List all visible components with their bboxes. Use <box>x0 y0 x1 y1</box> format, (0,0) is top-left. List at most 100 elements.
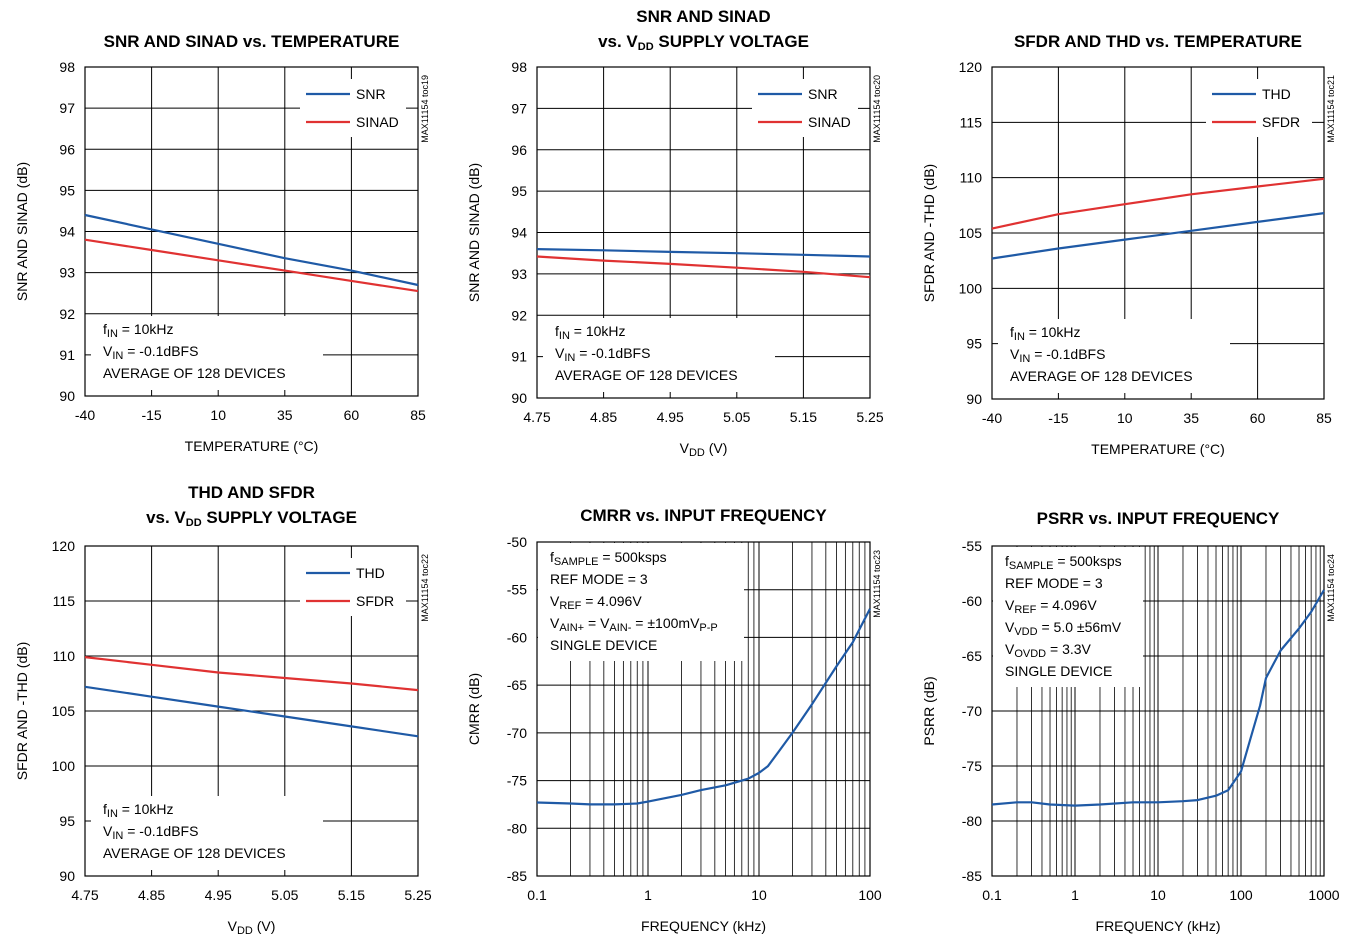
x-tick-label: -40 <box>75 407 95 423</box>
y-tick-label: 115 <box>53 593 76 609</box>
text-segment: = -0.1dBFS <box>575 345 650 361</box>
y-tick-label: 96 <box>59 141 75 157</box>
text-segment: AVERAGE OF 128 DEVICES <box>1010 368 1193 384</box>
text-segment: = 4.096V <box>581 593 642 609</box>
text-segment: SINGLE DEVICE <box>550 637 657 653</box>
text-segment: = ±100mV <box>631 615 700 631</box>
text-segment: CMRR vs. INPUT FREQUENCY <box>580 506 827 525</box>
subscript: IN <box>112 350 123 362</box>
y-tick-label: 95 <box>966 336 982 352</box>
chart-psrr-vs-frequency: PSRR vs. INPUT FREQUENCY fSAMPLE = 500ksp… <box>921 509 1340 934</box>
annotation-line: VIN = -0.1dBFS <box>103 343 198 362</box>
y-tick-label: -55 <box>507 582 527 598</box>
x-tick-label: 5.25 <box>856 409 883 425</box>
legend-box <box>300 79 406 137</box>
text-segment: vs. V <box>146 508 186 527</box>
x-axis-label: FREQUENCY (kHz) <box>641 918 766 934</box>
legend-label: SINAD <box>808 114 851 130</box>
text-segment: V <box>680 440 690 456</box>
x-tick-label: -15 <box>1048 410 1068 426</box>
annotation-box <box>993 547 1143 687</box>
subscript: IN <box>1019 353 1030 365</box>
y-tick-label: 97 <box>59 100 75 116</box>
text-segment: V <box>228 918 238 934</box>
chart-title: SNR AND SINAD <box>636 7 770 26</box>
y-tick-label: 100 <box>52 758 76 774</box>
y-tick-label: -60 <box>962 593 982 609</box>
text-segment: SFDR AND THD vs. TEMPERATURE <box>1014 32 1302 51</box>
y-axis-label: CMRR (dB) <box>466 673 482 745</box>
legend-label: SNR <box>356 86 386 102</box>
series-line-thd <box>84 685 419 738</box>
y-tick-label: -85 <box>962 868 982 884</box>
annotation-line: VIN = -0.1dBFS <box>1010 346 1105 365</box>
annotation-line: fIN = 10kHz <box>103 801 174 820</box>
text-segment: = 10kHz <box>118 321 174 337</box>
text-segment: SUPPLY VOLTAGE <box>654 32 809 51</box>
chart-title: CMRR vs. INPUT FREQUENCY <box>580 506 827 525</box>
text-segment: V <box>555 345 565 361</box>
x-tick-label: 5.15 <box>790 409 817 425</box>
text-segment: V <box>1010 346 1020 362</box>
text-segment: AVERAGE OF 128 DEVICES <box>103 365 286 381</box>
x-tick-label: 5.05 <box>723 409 750 425</box>
legend-box <box>1206 79 1312 137</box>
text-segment: = 5.0 ±56mV <box>1038 619 1122 635</box>
text-segment: PSRR vs. INPUT FREQUENCY <box>1037 509 1280 528</box>
y-tick-label: 97 <box>511 100 527 116</box>
x-tick-label: 10 <box>210 407 226 423</box>
subscript: REF <box>1014 604 1036 616</box>
text-segment: V <box>550 593 560 609</box>
y-tick-label: -65 <box>507 677 527 693</box>
y-tick-label: -80 <box>507 820 527 836</box>
y-tick-label: 91 <box>511 349 527 365</box>
subscript: DD <box>186 517 202 529</box>
x-tick-label: 10 <box>1117 410 1133 426</box>
text-segment: TEMPERATURE (°C) <box>1091 441 1225 457</box>
annotation-line: VIN = -0.1dBFS <box>103 823 198 842</box>
y-tick-label: 90 <box>59 388 75 404</box>
subscript: IN <box>1014 331 1025 343</box>
x-tick-label: 0.1 <box>527 887 547 903</box>
x-tick-label: 4.75 <box>71 887 98 903</box>
annotation-line: fIN = 10kHz <box>103 321 174 340</box>
subscript: IN <box>564 352 575 364</box>
text-segment: (V) <box>253 918 276 934</box>
subscript: OVDD <box>1014 648 1046 660</box>
y-tick-label: -55 <box>962 538 982 554</box>
subscript: AIN- <box>609 622 631 634</box>
text-segment: AVERAGE OF 128 DEVICES <box>103 845 286 861</box>
annotation-line: AVERAGE OF 128 DEVICES <box>103 365 286 381</box>
text-segment: V <box>1005 641 1015 657</box>
subscript: IN <box>107 328 118 340</box>
y-tick-label: 93 <box>59 265 75 281</box>
annotation-line: REF MODE = 3 <box>1005 575 1103 591</box>
x-tick-label: 4.95 <box>657 409 684 425</box>
figure-code: MAX11154 toc21 <box>1326 75 1336 143</box>
text-segment: = -0.1dBFS <box>123 343 198 359</box>
text-segment: TEMPERATURE (°C) <box>185 438 319 454</box>
y-tick-label: 95 <box>59 182 75 198</box>
x-tick-label: 35 <box>277 407 293 423</box>
figure-code: MAX11154 toc22 <box>420 554 430 622</box>
x-tick-label: 0.1 <box>982 887 1002 903</box>
series-line-sfdr <box>991 177 1325 230</box>
y-tick-label: 91 <box>59 347 75 363</box>
annotation-line: SINGLE DEVICE <box>550 637 657 653</box>
text-segment: (V) <box>705 440 728 456</box>
x-axis-label: VDD (V) <box>228 918 276 937</box>
y-tick-label: 110 <box>960 170 983 186</box>
annotation-box <box>998 319 1230 393</box>
chart-title: SFDR AND THD vs. TEMPERATURE <box>1014 32 1302 51</box>
text-segment: = 500ksps <box>599 549 667 565</box>
annotation-line: SINGLE DEVICE <box>1005 663 1112 679</box>
annotation-line: VREF = 4.096V <box>1005 597 1097 616</box>
x-tick-label: 1000 <box>1308 887 1339 903</box>
y-axis-label: SNR AND SINAD (dB) <box>14 162 30 301</box>
series-line-sfdr <box>84 656 419 692</box>
annotation-line: REF MODE = 3 <box>550 571 648 587</box>
annotation-line: fSAMPLE = 500ksps <box>1005 553 1122 572</box>
plot-frame <box>84 66 419 397</box>
annotation-line: fIN = 10kHz <box>555 323 626 342</box>
subscript: VDD <box>1014 626 1037 638</box>
